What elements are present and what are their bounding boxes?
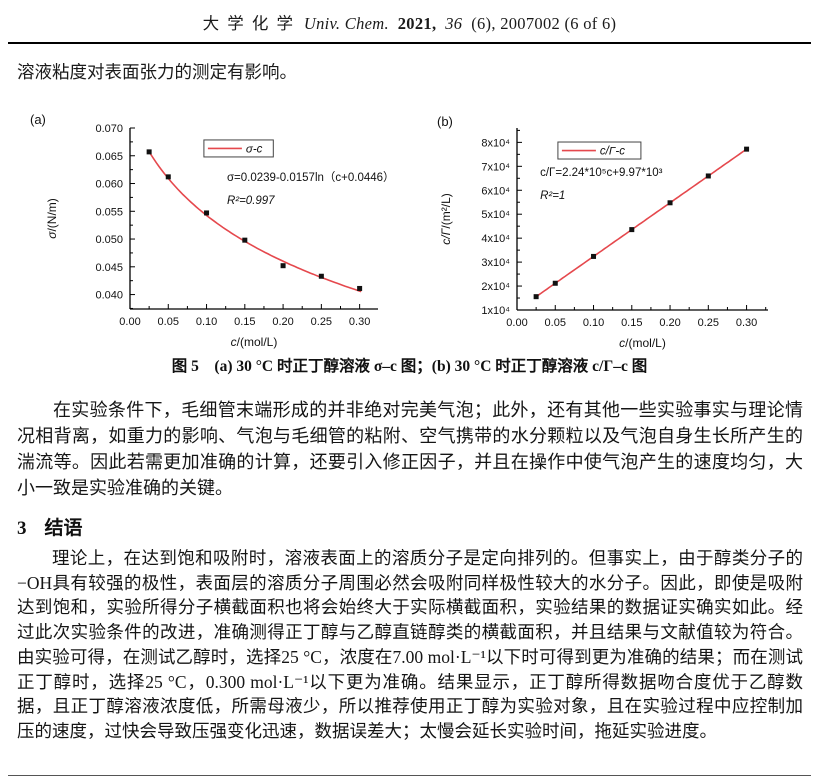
svg-text:0.30: 0.30 [349,316,370,328]
journal-name-cn: 大 学 化 学 [202,14,295,33]
svg-text:R²=1: R²=1 [540,190,565,202]
footer-rule [8,775,811,776]
svg-text:σ/(N/m): σ/(N/m) [45,198,59,239]
body-paragraph-2: 理论上，在达到饱和吸附时，溶液表面上的溶质分子是定向排列的。但事实上，由于醇类分… [17,548,803,741]
svg-text:σ-c: σ-c [246,143,263,155]
svg-text:c/Γ-c: c/Γ-c [600,146,625,158]
svg-text:0.050: 0.050 [95,234,123,246]
svg-text:3x10⁴: 3x10⁴ [481,257,510,269]
svg-text:8x10⁴: 8x10⁴ [481,137,510,149]
svg-text:c/(mol/L): c/(mol/L) [619,336,666,350]
section-title: 结语 [44,518,83,539]
svg-text:c/Γ=2.24*10⁵c+9.97*10³: c/Γ=2.24*10⁵c+9.97*10³ [540,167,663,179]
svg-text:c/(mol/L): c/(mol/L) [231,335,278,349]
svg-text:σ=0.0239-0.0157ln（c+0.0446）: σ=0.0239-0.0157ln（c+0.0446） [227,171,395,184]
svg-text:0.10: 0.10 [196,316,217,328]
svg-text:0.30: 0.30 [736,317,757,329]
figure-5: 0.00 0.05 0.10 0.15 0.20 0.25 0.30 0.040 0.045 0.… [0,108,819,358]
svg-text:0.15: 0.15 [621,317,642,329]
svg-text:0.055: 0.055 [95,206,123,218]
section-heading: 3 结语 [17,513,83,540]
svg-text:0.15: 0.15 [234,316,255,328]
section-number: 3 [17,518,27,539]
svg-text:0.20: 0.20 [659,317,680,329]
svg-text:R²=0.997: R²=0.997 [227,195,275,207]
svg-text:0.25: 0.25 [311,316,332,328]
svg-text:0.040: 0.040 [95,290,123,302]
svg-text:0.10: 0.10 [583,317,604,329]
journal-issue-info: (6), 2007002 (6 of 6) [471,14,617,33]
svg-text:0.00: 0.00 [506,317,527,329]
journal-name-en: Univ. Chem. [303,14,389,33]
svg-text:0.065: 0.065 [95,151,123,163]
svg-text:(a): (a) [30,112,46,127]
svg-text:0.25: 0.25 [698,317,719,329]
journal-year: 2021, [397,14,437,33]
svg-text:(b): (b) [437,114,453,129]
svg-text:5x10⁴: 5x10⁴ [481,209,510,221]
svg-text:0.05: 0.05 [545,317,566,329]
svg-text:0.00: 0.00 [119,316,140,328]
header-rule [8,42,811,44]
svg-text:0.070: 0.070 [95,123,123,135]
svg-text:1x10⁴: 1x10⁴ [481,305,510,317]
svg-text:0.045: 0.045 [95,262,123,274]
svg-text:2x10⁴: 2x10⁴ [481,281,510,293]
svg-text:7x10⁴: 7x10⁴ [481,161,510,173]
svg-text:0.20: 0.20 [272,316,293,328]
svg-text:0.05: 0.05 [158,316,179,328]
svg-text:0.060: 0.060 [95,179,123,191]
chart-b-cgamma-c: 0.00 0.05 0.10 0.15 0.20 0.25 0.30 1x10⁴ 2x10⁴ 3x… [437,114,768,350]
svg-text:6x10⁴: 6x10⁴ [481,185,510,197]
svg-text:4x10⁴: 4x10⁴ [481,233,510,245]
chart-a-sigma-c: 0.00 0.05 0.10 0.15 0.20 0.25 0.30 0.040 0.045 0.… [30,112,395,349]
body-paragraph-1: 在实验条件下，毛细管末端形成的并非绝对完美气泡；此外，还有其他一些实验事实与理论… [17,400,803,498]
journal-header: 大 学 化 学 Univ. Chem. 2021, 36 (6), 200700… [0,10,819,34]
figure-caption: 图 5 (a) 30 °C 时正丁醇溶液 σ–c 图；(b) 30 °C 时正丁… [171,358,648,375]
intro-paragraph: 溶液粘度对表面张力的测定有影响。 [17,62,297,82]
svg-text:c/Γ/(m²/L): c/Γ/(m²/L) [439,193,453,245]
journal-volume: 36 [445,14,463,33]
